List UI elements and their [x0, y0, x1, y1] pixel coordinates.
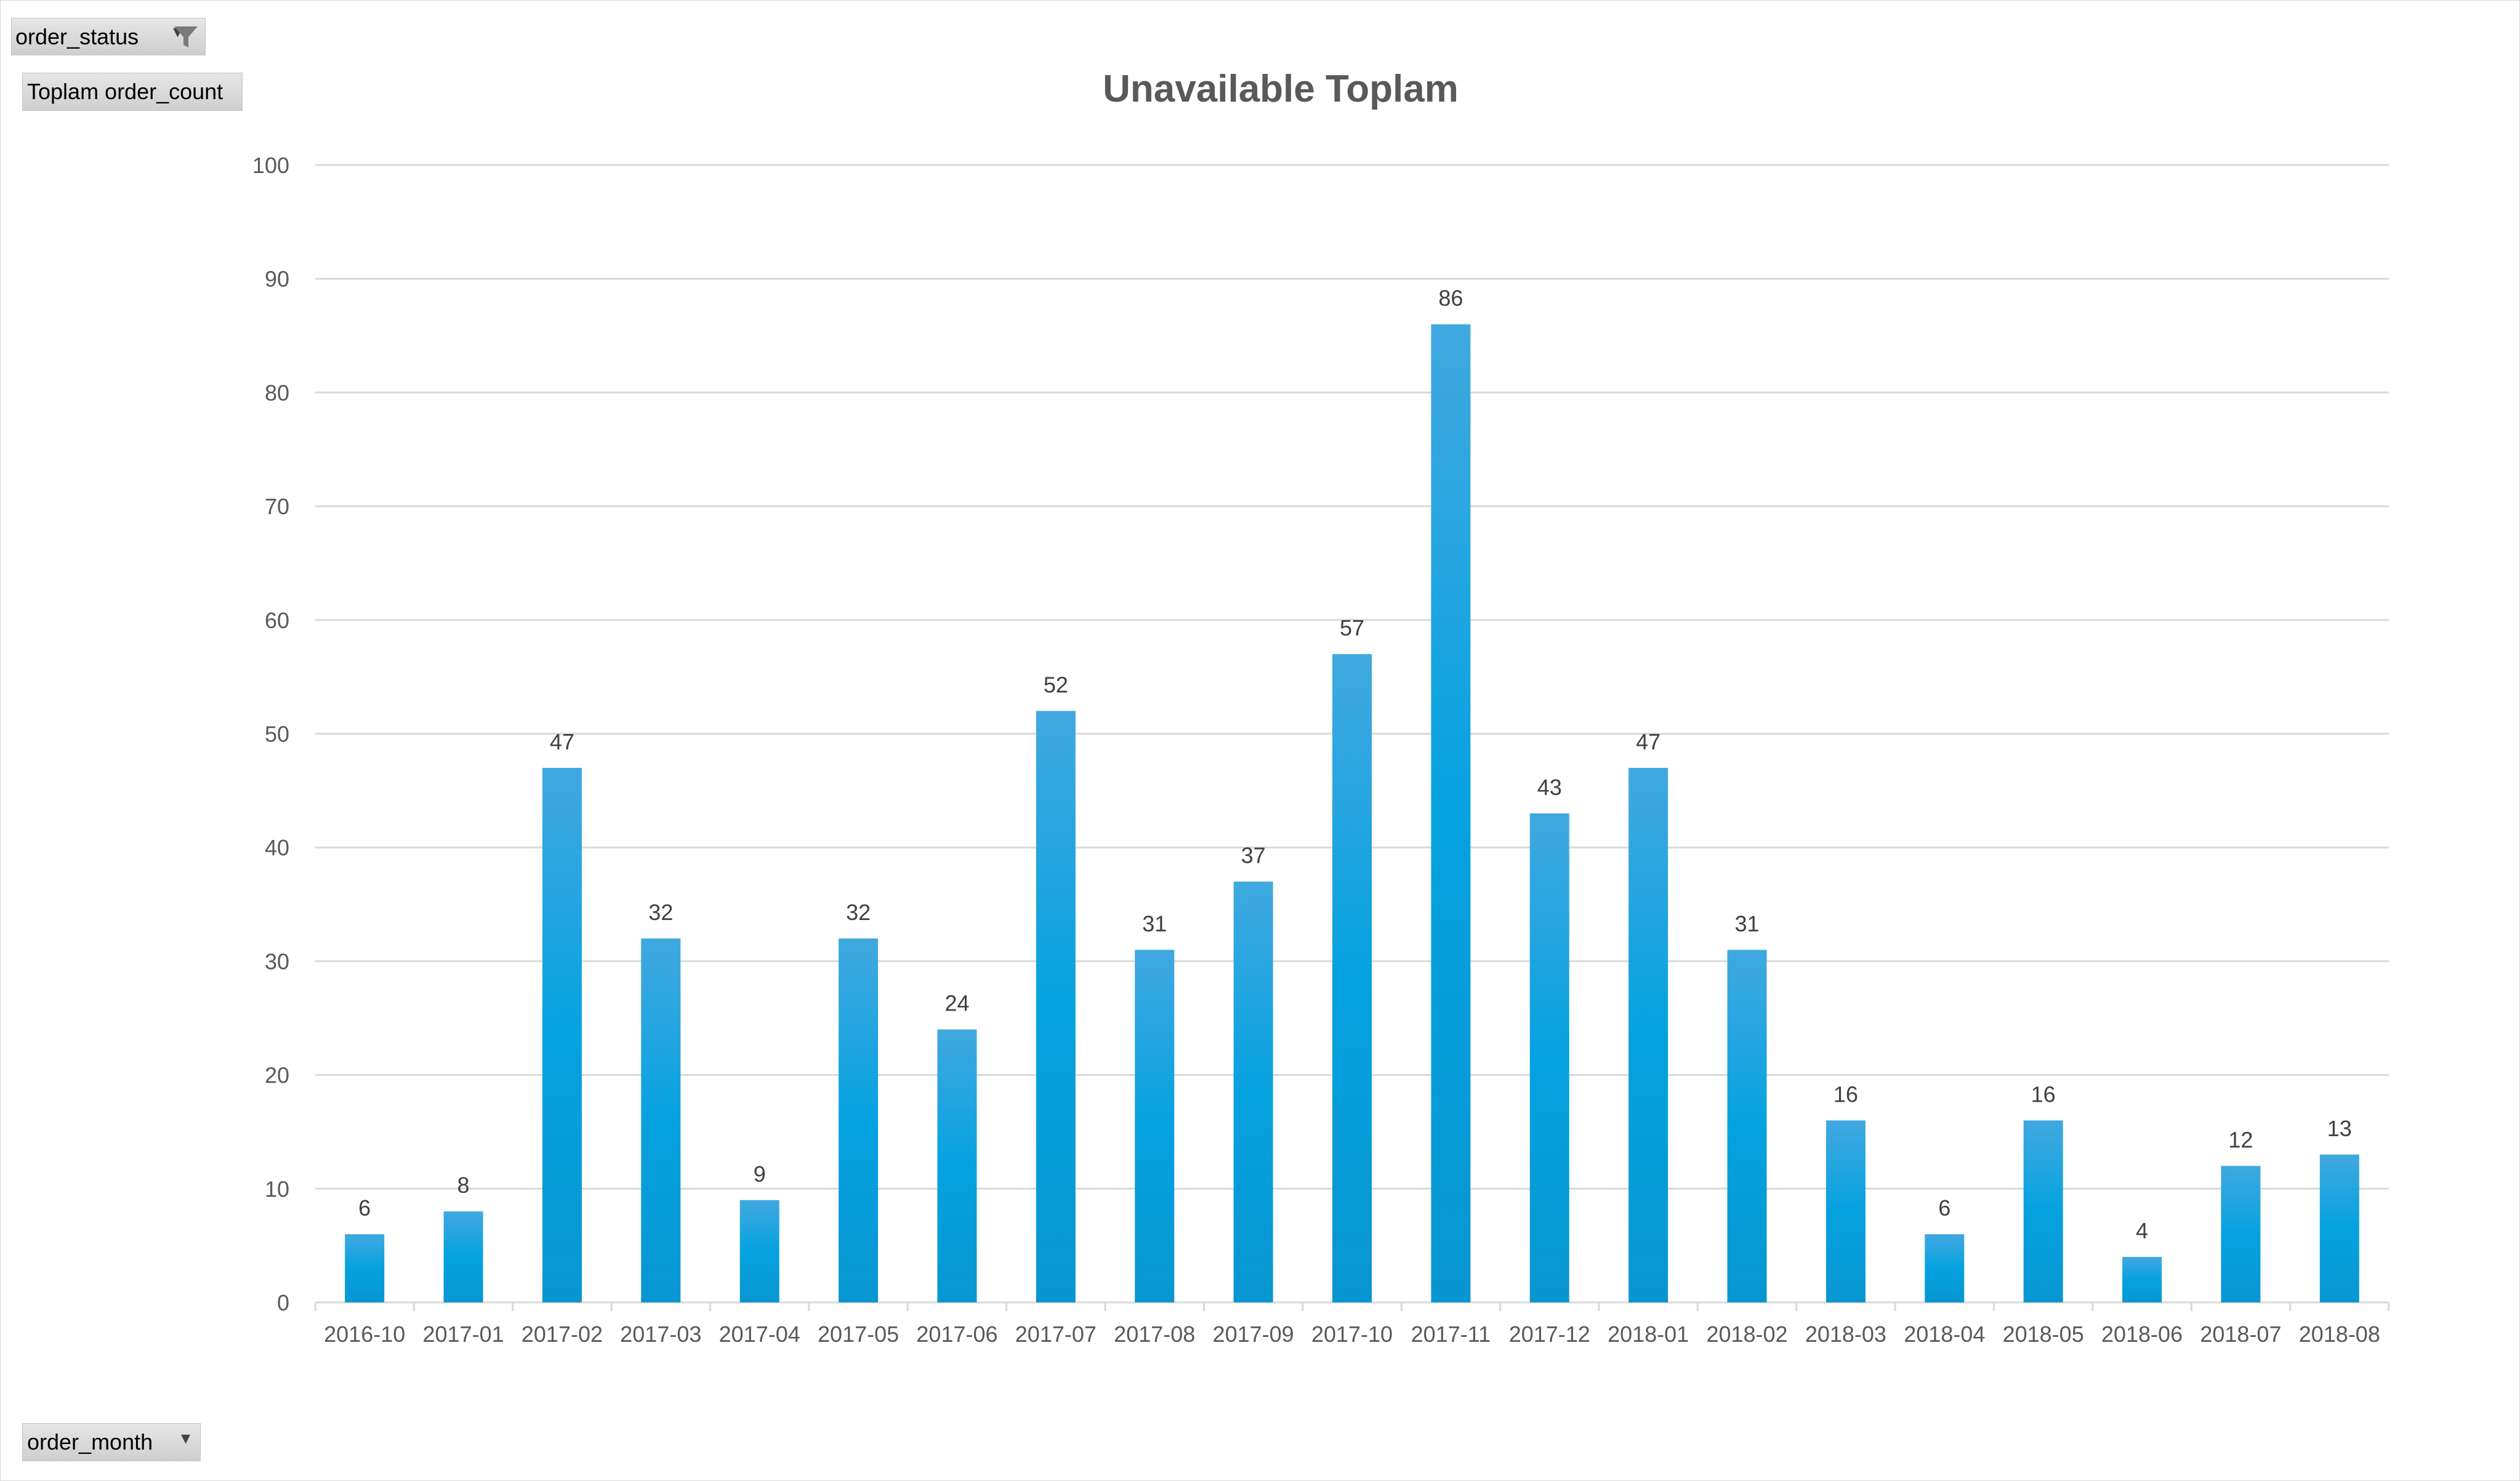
filter-field-label: order_status: [15, 23, 139, 49]
bar: [1135, 950, 1175, 1302]
x-tick-label: 2018-08: [2299, 1322, 2380, 1347]
bars: [345, 324, 2359, 1302]
bar: [1036, 711, 1076, 1302]
data-label: 52: [1044, 672, 1068, 698]
chart-title: Unavailable Toplam: [1103, 68, 1459, 110]
data-label: 57: [1340, 615, 1364, 640]
data-label: 32: [648, 900, 673, 925]
data-label: 12: [2228, 1127, 2253, 1152]
x-tick-label: 2017-10: [1311, 1322, 1393, 1347]
y-tick-label: 70: [265, 494, 289, 519]
y-tick-label: 50: [265, 722, 289, 747]
data-label: 47: [550, 729, 574, 754]
data-label: 6: [358, 1195, 371, 1221]
bar: [1529, 813, 1569, 1302]
data-label: 31: [1142, 911, 1167, 936]
x-tick-label: 2017-07: [1015, 1322, 1097, 1347]
x-tick-label: 2018-03: [1805, 1322, 1886, 1347]
bar: [2221, 1166, 2261, 1302]
bar: [2319, 1154, 2359, 1302]
data-label: 8: [457, 1172, 470, 1198]
data-label: 47: [1636, 729, 1661, 754]
y-tick-label: 0: [277, 1290, 289, 1315]
y-tick-label: 30: [265, 949, 289, 974]
filter-field-button[interactable]: order_status ▾: [11, 18, 206, 55]
x-tick-label: 2016-10: [324, 1322, 405, 1347]
data-label: 4: [2136, 1218, 2148, 1243]
value-field-button[interactable]: Toplam order_count: [22, 73, 243, 111]
value-field-label: Toplam order_count: [27, 79, 223, 104]
bar: [542, 767, 582, 1302]
bar: [345, 1234, 385, 1302]
data-label: 6: [1938, 1195, 1950, 1221]
y-tick-label: 10: [265, 1176, 289, 1201]
x-axis: 2016-10 2017-01 2017-02 2017-03 2017-04 2017-…: [314, 1302, 2390, 1347]
bar: [1431, 324, 1471, 1302]
x-tick-label: 2017-03: [620, 1322, 701, 1347]
y-tick-label: 80: [265, 380, 289, 405]
x-tick-label: 2017-04: [719, 1322, 800, 1347]
data-label: 37: [1241, 843, 1266, 868]
data-label: 86: [1438, 286, 1463, 311]
data-label: 9: [754, 1161, 766, 1187]
y-tick-label: 100: [252, 153, 289, 178]
bar: [1332, 654, 1372, 1302]
bar: [739, 1200, 779, 1302]
bar: [1233, 881, 1273, 1302]
x-tick-label: 2018-06: [2101, 1322, 2183, 1347]
x-tick-label: 2017-02: [521, 1322, 603, 1347]
x-tick-label: 2017-12: [1509, 1322, 1590, 1347]
y-tick-label: 90: [265, 267, 289, 292]
bar: [1727, 950, 1767, 1302]
x-tick-label: 2017-11: [1411, 1322, 1491, 1347]
y-axis: 0 10 20 30 40 50 60 70 80 90 100: [252, 153, 289, 1315]
data-label: 16: [1834, 1081, 1858, 1107]
axis-field-button[interactable]: order_month ▾: [22, 1423, 201, 1461]
data-label: 31: [1735, 911, 1760, 936]
funnel-icon[interactable]: [173, 25, 199, 49]
x-tick-label: 2017-06: [916, 1322, 997, 1347]
data-labels: 6 8 47 32 9 32 24 52 31 37 57 86 43 47 31 16 6 16 4 12 13: [358, 286, 2352, 1244]
bar: [2122, 1257, 2162, 1302]
bar: [839, 938, 879, 1302]
x-tick-label: 2017-08: [1114, 1322, 1195, 1347]
x-tick-label: 2017-01: [423, 1322, 504, 1347]
bar: [641, 938, 681, 1302]
x-tick-label: 2018-05: [2003, 1322, 2084, 1347]
bar: [1628, 767, 1669, 1302]
axis-field-label: order_month: [27, 1429, 153, 1455]
x-tick-label: 2018-04: [1904, 1322, 1985, 1347]
data-label: 13: [2327, 1116, 2352, 1141]
x-tick-label: 2018-01: [1608, 1322, 1689, 1347]
bar: [1826, 1120, 1866, 1302]
data-label: 24: [944, 991, 969, 1016]
bar: [937, 1029, 977, 1302]
bar: [443, 1211, 483, 1302]
x-tick-label: 2018-07: [2200, 1322, 2281, 1347]
x-tick-label: 2018-02: [1706, 1322, 1787, 1347]
x-tick-label: 2017-05: [818, 1322, 899, 1347]
data-label: 43: [1537, 775, 1562, 800]
dropdown-arrow-icon[interactable]: ▾: [180, 1428, 190, 1448]
y-tick-label: 40: [265, 835, 289, 860]
bar: [1925, 1234, 1965, 1302]
data-label: 32: [846, 900, 871, 925]
bar: [2023, 1120, 2063, 1302]
data-label: 16: [2031, 1081, 2056, 1107]
y-tick-label: 20: [265, 1063, 289, 1088]
x-tick-label: 2017-09: [1213, 1322, 1294, 1347]
y-tick-label: 60: [265, 608, 289, 633]
